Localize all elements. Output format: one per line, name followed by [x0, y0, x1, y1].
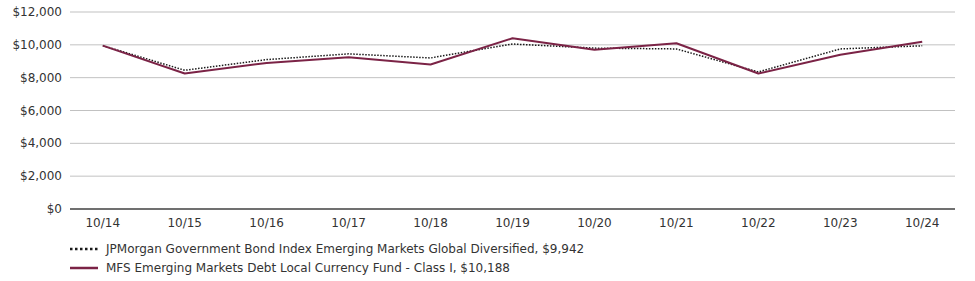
grid — [70, 12, 955, 209]
x-tick-label: 10/23 — [823, 216, 858, 230]
grid-line — [70, 176, 955, 177]
axes: $0 $2,000 $4,000 $6,000 $8,000 $10,000 $12,000… — [12, 5, 955, 230]
x-tick-label: 10/20 — [577, 216, 612, 230]
y-tick-label: $10,000 — [12, 38, 62, 52]
grid-line — [70, 110, 955, 111]
y-tick-label: $0 — [47, 202, 62, 216]
chart: $0 $2,000 $4,000 $6,000 $8,000 $10,000 $12,000… — [0, 0, 975, 281]
x-tick-label: 10/16 — [249, 216, 284, 230]
x-tick-label: 10/19 — [495, 216, 530, 230]
lines — [103, 38, 922, 73]
grid-line — [70, 209, 955, 210]
y-tick-label: $12,000 — [12, 5, 62, 19]
legend-label: MFS Emerging Markets Debt Local Currency… — [106, 261, 510, 275]
y-tick-label: $2,000 — [20, 169, 62, 183]
grid-line — [70, 77, 955, 78]
background — [0, 0, 975, 281]
legend-label: JPMorgan Government Bond Index Emerging … — [105, 242, 584, 256]
series-line — [103, 38, 922, 73]
grid-line — [70, 12, 955, 13]
legend-swatch — [70, 248, 98, 251]
x-tick-label: 10/17 — [331, 216, 366, 230]
y-tick-label: $8,000 — [20, 71, 62, 85]
x-tick-label: 10/18 — [413, 216, 448, 230]
x-tick-label: 10/21 — [659, 216, 694, 230]
chart-container: $0 $2,000 $4,000 $6,000 $8,000 $10,000 $12,000… — [0, 0, 975, 281]
legend: JPMorgan Government Bond Index Emerging … — [70, 242, 584, 275]
x-tick-label: 10/24 — [905, 216, 940, 230]
x-tick-label: 10/15 — [167, 216, 202, 230]
x-tick-label: 10/14 — [85, 216, 120, 230]
legend-swatch — [70, 267, 98, 270]
grid-line — [70, 143, 955, 144]
y-tick-label: $4,000 — [20, 136, 62, 150]
x-axis-line — [70, 209, 955, 210]
x-tick-label: 10/22 — [741, 216, 776, 230]
y-tick-label: $6,000 — [20, 104, 62, 118]
